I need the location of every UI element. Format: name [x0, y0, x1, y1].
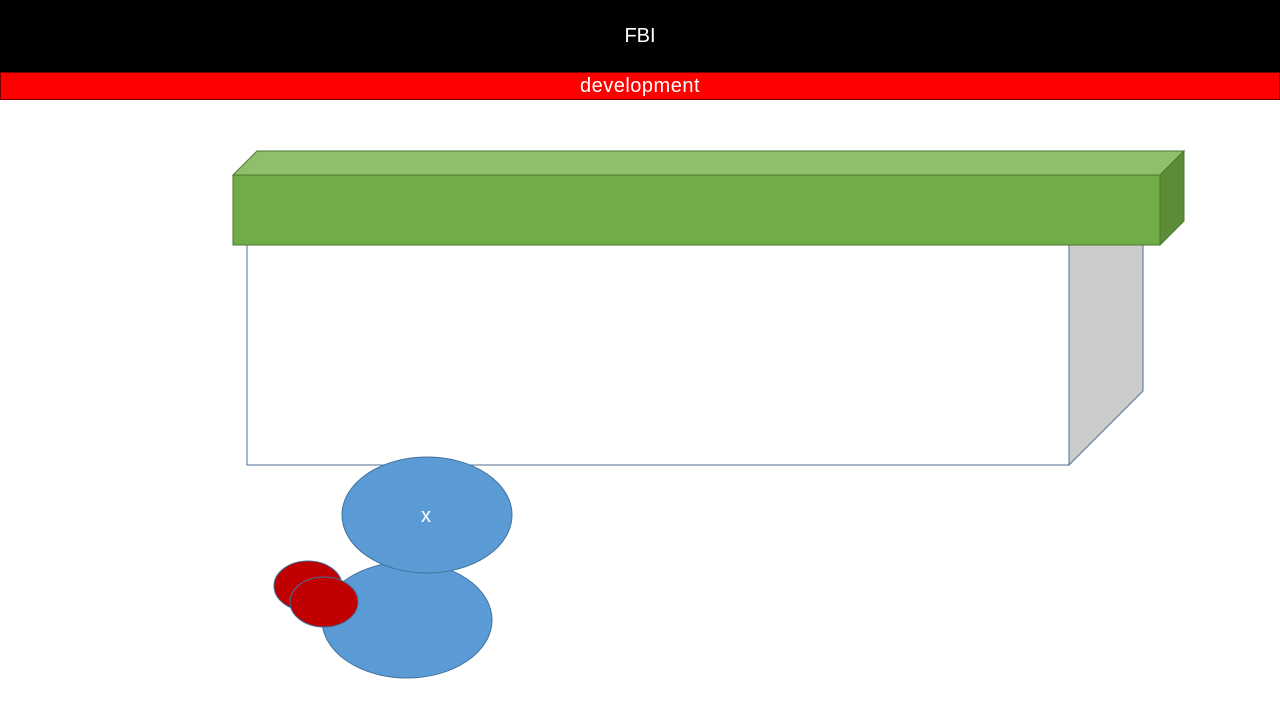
- red-circle-front: [289, 576, 359, 628]
- subtitle-bar: development: [0, 72, 1280, 100]
- slide-title: FBI: [624, 24, 656, 47]
- title-bar: FBI: [0, 0, 1280, 72]
- beam-front-face: [232, 174, 1161, 246]
- slide-subtitle: development: [579, 74, 701, 97]
- blue-circle-upper: [341, 456, 513, 574]
- beam-top-face: [231, 150, 1186, 176]
- box-side-face: [1068, 244, 1144, 467]
- circle-label: x: [421, 505, 431, 527]
- box-front-face: [246, 244, 1070, 466]
